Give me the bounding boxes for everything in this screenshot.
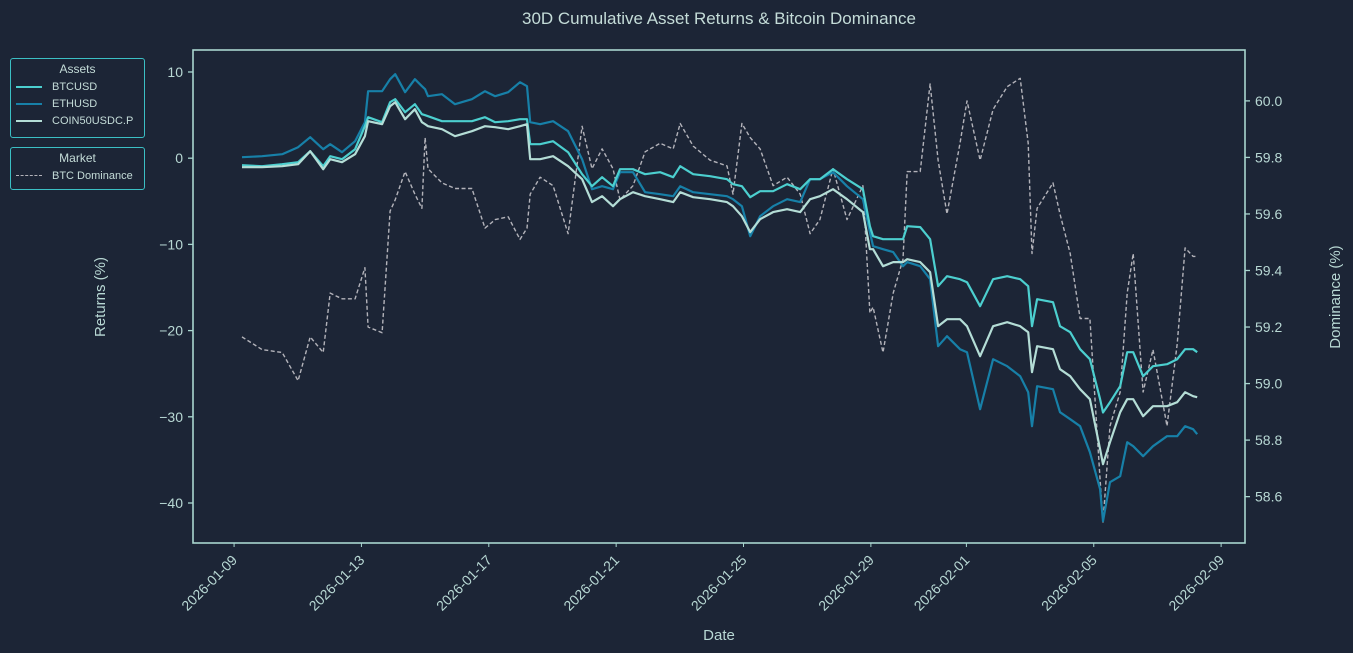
x-tick-label: 2026-01-21 bbox=[560, 552, 622, 614]
series-line-coin50usdc-p bbox=[242, 101, 1198, 466]
y-axis-label: Returns (%) bbox=[92, 257, 109, 337]
y2-tick-label: 58.8 bbox=[1255, 432, 1282, 448]
legend-swatch-ethusd bbox=[16, 102, 42, 105]
legend-label: COIN50USDC.P bbox=[52, 114, 134, 127]
legend-label: ETHUSD bbox=[52, 97, 98, 110]
legend-label: BTC Dominance bbox=[52, 169, 133, 182]
y-tick-label: −40 bbox=[159, 495, 183, 511]
x-tick-label: 2026-02-01 bbox=[911, 552, 973, 614]
legend-assets-title: Assets bbox=[59, 62, 96, 76]
x-tick-label: 2026-01-09 bbox=[178, 552, 240, 614]
plot-frame bbox=[192, 49, 1246, 544]
y-tick-label: 10 bbox=[167, 64, 183, 80]
series-line-btc-dominance bbox=[241, 77, 1198, 523]
y2-tick-label: 59.0 bbox=[1255, 376, 1282, 392]
x-tick-label: 2026-02-09 bbox=[1165, 552, 1227, 614]
legend-swatch-dominance bbox=[16, 175, 42, 176]
y-tick-label: −10 bbox=[159, 236, 183, 252]
y2-tick-label: 59.6 bbox=[1255, 206, 1282, 222]
series-line-btcusd bbox=[241, 98, 1198, 414]
y-tick-label: −20 bbox=[159, 323, 183, 339]
y2-tick-label: 58.6 bbox=[1255, 489, 1282, 505]
x-tick-label: 2026-01-17 bbox=[433, 552, 495, 614]
legend-item-coin50: COIN50USDC.P bbox=[11, 112, 144, 129]
legend-label: BTCUSD bbox=[52, 80, 98, 93]
y2-tick-label: 60.0 bbox=[1255, 93, 1282, 109]
x-tick-label: 2026-01-13 bbox=[306, 552, 368, 614]
legend-swatch-coin50 bbox=[16, 119, 42, 122]
series-line-ethusd bbox=[241, 73, 1199, 523]
y2-tick-label: 59.2 bbox=[1255, 319, 1282, 335]
legend-item-btc-dominance: BTC Dominance bbox=[11, 167, 144, 184]
y-tick-label: 0 bbox=[175, 150, 183, 166]
y-tick-label: −30 bbox=[159, 409, 183, 425]
y2-axis-label: Dominance (%) bbox=[1327, 245, 1344, 348]
y2-tick-label: 59.4 bbox=[1255, 262, 1282, 278]
y2-tick-label: 59.8 bbox=[1255, 149, 1282, 165]
chart-title: 30D Cumulative Asset Returns & Bitcoin D… bbox=[522, 9, 916, 28]
x-axis-label: Date bbox=[703, 627, 735, 644]
x-tick-label: 2026-02-05 bbox=[1038, 552, 1100, 614]
legend-assets: Assets BTCUSD ETHUSD COIN50USDC.P bbox=[10, 58, 145, 138]
x-tick-label: 2026-01-25 bbox=[688, 552, 750, 614]
legend-market-title: Market bbox=[59, 151, 96, 165]
legend-item-btcusd: BTCUSD bbox=[11, 78, 144, 95]
x-tick-label: 2026-01-29 bbox=[815, 552, 877, 614]
legend-item-ethusd: ETHUSD bbox=[11, 95, 144, 112]
legend-market: Market BTC Dominance bbox=[10, 147, 145, 190]
legend-swatch-btcusd bbox=[16, 85, 42, 88]
